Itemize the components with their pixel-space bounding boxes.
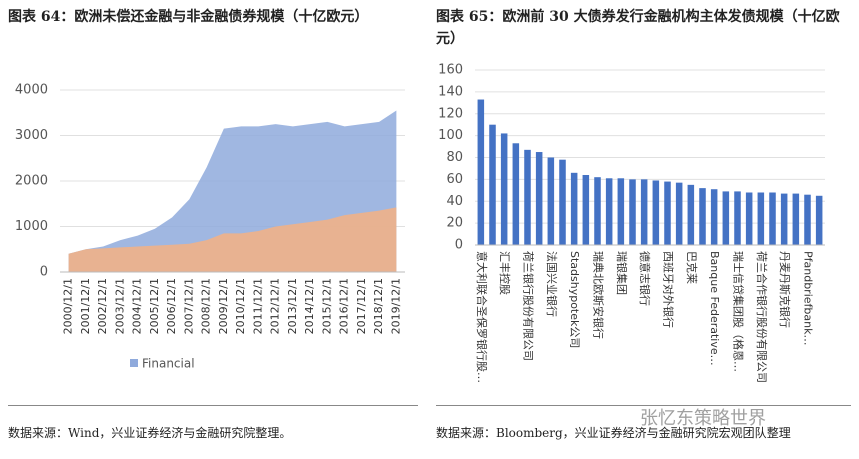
bar	[547, 157, 555, 245]
bar	[524, 149, 531, 245]
bar	[489, 124, 496, 245]
x-tick-label: 德意志银行	[638, 251, 652, 306]
divider	[436, 405, 851, 406]
x-tick-label: 2007/12/1	[182, 278, 195, 334]
divider	[8, 405, 418, 406]
bar	[512, 143, 520, 245]
y-tick-label: 140	[438, 84, 463, 99]
bar	[710, 189, 718, 245]
x-tick-label: 汇丰控股	[498, 251, 512, 295]
y-tick-label: 0	[40, 265, 48, 280]
x-tick-label: 荷兰银行股份有限公司	[522, 251, 536, 361]
y-tick-label: 160	[438, 63, 463, 78]
bar	[500, 133, 508, 245]
bar	[605, 178, 613, 245]
x-tick-label: 瑞典北欧斯安银行	[592, 251, 606, 339]
x-tick-label: 2010/12/1	[234, 278, 247, 334]
y-tick-label: 3000	[15, 128, 48, 143]
x-tick-label: Pfandbriefbank…	[802, 251, 815, 345]
bar	[629, 179, 636, 245]
x-tick-label: 瑞士信贷集团股（格恩…	[732, 251, 746, 372]
x-tick-label: 2015/12/1	[320, 278, 333, 334]
bar	[570, 172, 578, 245]
x-tick-label: 2006/12/1	[165, 278, 178, 334]
x-tick-label: 2001/12/1	[79, 278, 92, 334]
legend-swatch	[130, 359, 138, 367]
y-tick-label: 120	[438, 106, 463, 121]
y-tick-label: 0	[455, 238, 463, 253]
x-tick-label: Banque Federative…	[708, 251, 721, 366]
x-tick-label: 2002/12/1	[96, 278, 109, 334]
chart-title: 图表 64：欧洲未偿还金融与非金融债券规模（十亿欧元）	[8, 9, 369, 25]
x-tick-label: 丹麦丹斯克银行	[778, 251, 792, 328]
bar	[745, 192, 753, 245]
bar	[617, 178, 625, 245]
bar	[652, 180, 660, 245]
bar	[780, 193, 788, 245]
y-tick-label: 20	[446, 216, 463, 231]
bar	[594, 177, 601, 245]
x-tick-label: 法国兴业银行	[545, 251, 559, 317]
bar	[804, 194, 811, 245]
x-tick-label: 2004/12/1	[131, 278, 144, 334]
y-tick-label: 40	[446, 194, 463, 209]
x-tick-label: 西班牙对外银行	[662, 251, 676, 328]
x-tick-label: 2016/12/1	[338, 278, 351, 334]
bar	[675, 182, 683, 245]
bar	[722, 191, 730, 245]
y-tick-label: 80	[446, 150, 463, 165]
bar	[734, 191, 741, 245]
legend-label: Financial	[142, 357, 195, 371]
x-tick-label: 2003/12/1	[113, 278, 126, 334]
x-tick-label: 2013/12/1	[286, 278, 299, 334]
bar	[792, 193, 800, 245]
x-tick-label: 意大利联合圣保罗银行股…	[475, 251, 489, 383]
x-tick-label: 巴克莱	[685, 251, 698, 284]
watermark: 张忆东策略世界	[640, 408, 766, 429]
chart-title: 图表 65：欧洲前 30 大债券发行金融机构主体发债规模（十亿欧元）	[436, 9, 840, 47]
source-note: 数据来源：Bloomberg，兴业证券经济与金融研究院宏观团队整理	[436, 426, 791, 440]
y-tick-label: 4000	[15, 83, 48, 98]
x-tick-label: Stadshypotek公司	[568, 251, 581, 348]
x-tick-label: 荷兰合作银行股份有限公司	[755, 251, 769, 383]
bar	[535, 152, 543, 245]
x-tick-label: 2000/12/1	[62, 278, 75, 334]
x-tick-label: 2017/12/1	[355, 278, 368, 334]
bar	[640, 179, 648, 245]
x-tick-label: 2005/12/1	[148, 278, 161, 334]
x-tick-label: 2008/12/1	[200, 278, 213, 334]
bar	[815, 195, 823, 245]
bar	[582, 175, 590, 245]
bar	[687, 184, 695, 245]
y-tick-label: 100	[438, 128, 463, 143]
bar	[559, 159, 566, 245]
y-tick-label: 2000	[15, 174, 48, 189]
bar	[664, 181, 671, 245]
bar	[769, 192, 776, 245]
x-tick-label: 瑞银集团	[615, 251, 629, 295]
x-tick-label: 2009/12/1	[217, 278, 230, 334]
bar	[477, 99, 485, 245]
x-tick-label: 2012/12/1	[269, 278, 282, 334]
bar	[757, 192, 765, 245]
y-tick-label: 60	[446, 172, 463, 187]
x-tick-label: 2011/12/1	[251, 278, 264, 334]
y-tick-label: 1000	[15, 219, 48, 234]
x-tick-label: 2018/12/1	[372, 278, 385, 334]
x-tick-label: 2019/12/1	[389, 278, 402, 334]
area	[68, 207, 397, 272]
source-note: 数据来源：Wind，兴业证券经济与金融研究院整理。	[8, 426, 292, 440]
x-tick-label: 2014/12/1	[303, 278, 316, 334]
bar	[699, 188, 706, 245]
